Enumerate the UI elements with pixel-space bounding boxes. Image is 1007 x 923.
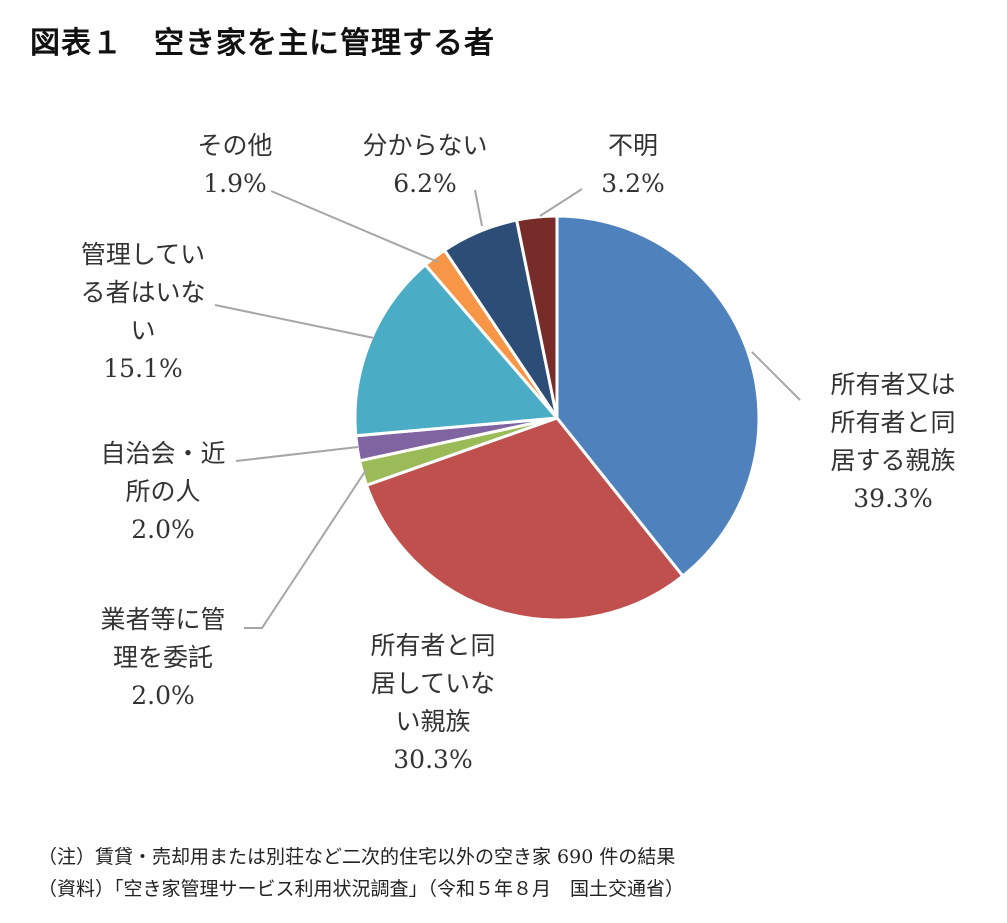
slice-label-value: 2.0% xyxy=(131,515,195,544)
slice-label-5: 管理している者はいない 15.1% xyxy=(58,236,228,388)
leader-line-3 xyxy=(244,469,367,629)
slice-label-value: 1.9% xyxy=(203,169,267,198)
leader-lines xyxy=(214,188,801,629)
pie-slice-1 xyxy=(555,214,761,578)
slice-label-name-line: 管理してい xyxy=(80,240,206,269)
leader-line-1 xyxy=(751,351,801,401)
leader-line-8 xyxy=(539,188,583,217)
slice-label-value: 30.3% xyxy=(393,745,473,774)
slice-label-name-line: その他 xyxy=(197,131,273,160)
leader-line-5 xyxy=(214,304,375,339)
slice-label-name-line: る者はいな xyxy=(80,278,206,307)
note-text: （注）賃貸・売却用または別荘など二次的住宅以外の空き家 690 件の結果 xyxy=(38,846,676,868)
slice-label-name-line: 理を委託 xyxy=(112,643,213,672)
slice-label-name-line: 業者等に管 xyxy=(100,605,226,634)
slice-label-3: 業者等に管理を委託 2.0% xyxy=(78,601,248,715)
slice-label-name-line: 所有者と同 xyxy=(830,408,956,437)
leader-line-6 xyxy=(270,190,439,263)
chart-title: 図表１ 空き家を主に管理する者 xyxy=(30,26,495,61)
slice-label-6: その他 1.9% xyxy=(160,127,310,203)
slice-label-name-line: 分からない xyxy=(362,131,488,160)
slice-label-name-line: 所有者と同 xyxy=(370,631,496,660)
slice-label-name-line: 居する親族 xyxy=(830,446,956,475)
slice-label-1: 所有者又は所有者と同居する親族 39.3% xyxy=(808,366,978,518)
slice-label-8: 不明 3.2% xyxy=(578,127,688,203)
slice-label-4: 自治会・近所の人 2.0% xyxy=(78,435,248,549)
slice-label-name-line: 所有者又は xyxy=(830,370,956,399)
slice-label-name-line: 居していな xyxy=(370,669,496,698)
slice-label-name-line: 所の人 xyxy=(125,477,201,506)
source-text: （資料）「空き家管理サービス利用状況調査」（令和５年８月 国土交通省） xyxy=(38,878,685,900)
slice-label-value: 39.3% xyxy=(853,484,933,513)
slice-label-name-line: い xyxy=(130,316,156,345)
slice-label-name-line: 不明 xyxy=(607,131,658,160)
leader-line-7 xyxy=(474,189,483,227)
slice-label-name-line: い親族 xyxy=(395,707,471,736)
pie-slice-2 xyxy=(365,416,685,622)
pie-slice-8 xyxy=(515,214,559,420)
slice-label-value: 15.1% xyxy=(103,354,183,383)
pie-slices xyxy=(353,214,761,622)
slice-label-value: 6.2% xyxy=(393,169,457,198)
slice-label-7: 分からない 6.2% xyxy=(340,127,510,203)
slice-label-2: 所有者と同居していない親族 30.3% xyxy=(348,627,518,779)
slice-label-name-line: 自治会・近 xyxy=(100,439,226,468)
slice-label-value: 3.2% xyxy=(601,169,665,198)
pie-slice-5 xyxy=(353,263,559,438)
slice-label-value: 2.0% xyxy=(131,681,195,710)
leader-line-4 xyxy=(235,446,359,462)
